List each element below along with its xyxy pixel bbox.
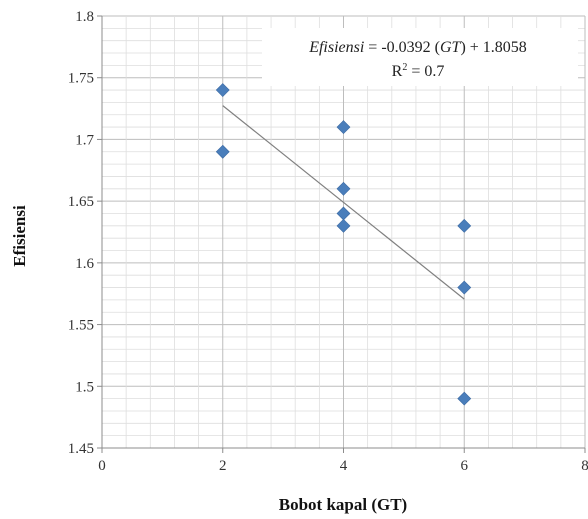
y-tick-label: 1.55 [68,318,94,334]
y-tick-label: 1.65 [68,194,94,210]
data-point [336,181,351,196]
x-tick-label: 8 [581,458,588,474]
data-points [215,83,472,406]
tick-labels: 1.45 1.5 1.55 1.6 1.65 1.7 1.75 1.8 0 2 4 6 8 [68,9,588,474]
y-tick-label: 1.7 [75,132,94,148]
x-tick-label: 4 [340,458,348,474]
y-tick-label: 1.6 [75,256,94,272]
trendline-equation: Efisiensi = -0.0392 (GT) + 1.8058 [308,39,527,56]
x-tick-label: 6 [461,458,469,474]
data-point [457,218,472,233]
r-squared-prefix: R [392,63,403,80]
x-tick-label: 2 [219,458,227,474]
r-squared-sup: 2 [402,62,407,73]
equation-lhs: Efisiensi [308,39,364,56]
equation-mid: = -0.0392 ( [364,39,440,56]
grid-lines [101,15,586,449]
y-tick-label: 1.75 [68,71,94,87]
data-point [215,144,230,159]
y-tick-label: 1.8 [75,9,94,25]
data-point [215,83,230,97]
trendline [222,105,465,300]
data-point [457,280,472,295]
data-point [336,218,351,233]
equation-box [262,28,578,86]
trendline-group [222,105,465,300]
x-tick-label: 0 [98,458,106,474]
equation-var: GT [440,39,462,56]
r-squared: R2 = 0.7 [392,62,445,80]
equation-rhs: ) + 1.8058 [460,39,526,56]
data-point [336,206,351,221]
data-point [457,391,472,406]
y-axis-title: Efisiensi [10,205,29,267]
y-tick-label: 1.45 [68,441,94,457]
y-tick-label: 1.5 [75,379,94,395]
data-point [336,120,351,135]
x-axis-title: Bobot kapal (GT) [279,495,407,514]
r-squared-value: = 0.7 [407,63,444,80]
axes [97,15,586,453]
